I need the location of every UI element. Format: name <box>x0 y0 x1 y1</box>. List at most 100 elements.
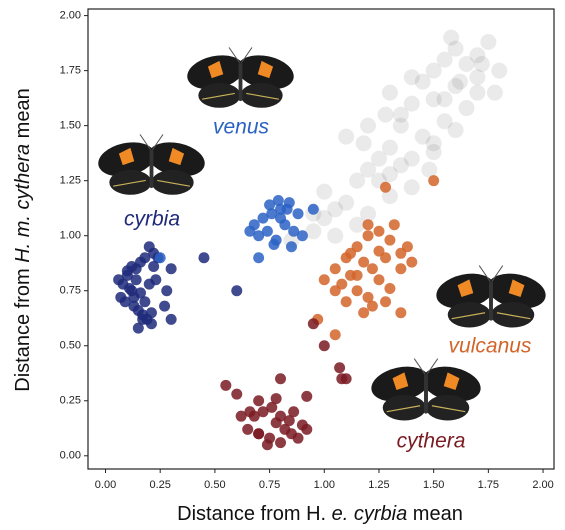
point <box>275 437 287 449</box>
point <box>285 241 297 253</box>
point <box>261 439 273 451</box>
point <box>132 322 144 334</box>
point <box>288 406 300 418</box>
point <box>165 313 177 325</box>
point <box>373 225 385 237</box>
point <box>366 300 378 312</box>
point <box>329 263 341 275</box>
point <box>358 256 370 268</box>
point <box>447 122 464 139</box>
point <box>380 296 392 308</box>
point <box>119 296 131 308</box>
point <box>268 239 280 251</box>
y-tick-label: 2.00 <box>60 10 81 22</box>
point <box>377 106 394 123</box>
point <box>414 128 431 145</box>
butterfly-cyrbia <box>94 133 209 196</box>
point <box>327 227 344 244</box>
point <box>403 179 420 196</box>
x-tick-label: 1.25 <box>368 479 389 491</box>
point <box>242 423 254 435</box>
point <box>257 212 269 224</box>
point <box>392 117 409 134</box>
point <box>159 300 171 312</box>
point <box>257 406 269 418</box>
point <box>244 406 256 418</box>
point <box>360 161 377 178</box>
point <box>253 428 265 440</box>
point <box>458 100 475 117</box>
point <box>384 283 396 295</box>
point <box>362 230 374 242</box>
point <box>425 91 442 108</box>
point <box>428 175 440 187</box>
point <box>395 263 407 275</box>
x-axis-label: Distance from H. e. cyrbia mean <box>177 503 463 525</box>
series-label: cyrbia <box>124 208 180 231</box>
point <box>329 285 341 297</box>
point <box>327 201 344 218</box>
point <box>436 51 453 68</box>
point <box>292 432 304 444</box>
point <box>161 285 173 297</box>
point <box>244 225 256 237</box>
point <box>338 194 355 211</box>
point <box>403 95 420 112</box>
point <box>403 69 420 86</box>
point <box>469 47 486 64</box>
point <box>272 194 284 206</box>
point <box>425 144 442 161</box>
x-tick-label: 0.50 <box>204 479 225 491</box>
point <box>275 410 287 422</box>
point <box>414 73 431 90</box>
point <box>264 199 276 211</box>
point <box>235 410 247 422</box>
point <box>447 78 464 95</box>
point <box>154 252 166 264</box>
point <box>266 401 278 413</box>
point <box>270 393 282 405</box>
series-label: cythera <box>397 430 466 453</box>
butterfly-cythera <box>367 357 485 422</box>
point <box>384 234 396 246</box>
point <box>395 307 407 319</box>
point <box>345 247 357 259</box>
x-tick-label: 1.00 <box>314 479 335 491</box>
point <box>165 263 177 275</box>
y-tick-label: 1.75 <box>60 65 81 77</box>
point <box>362 219 374 231</box>
point <box>318 274 330 286</box>
point <box>362 291 374 303</box>
point <box>355 135 372 152</box>
point <box>253 252 265 264</box>
point <box>126 261 138 273</box>
point <box>231 388 243 400</box>
point <box>388 219 400 231</box>
point <box>425 135 442 152</box>
point <box>145 318 157 330</box>
point <box>253 230 265 242</box>
point <box>351 269 363 281</box>
y-tick-label: 1.25 <box>60 175 81 187</box>
point <box>491 62 508 79</box>
point <box>145 307 157 319</box>
point <box>288 225 300 237</box>
x-tick-label: 1.50 <box>423 479 444 491</box>
point <box>338 128 355 145</box>
point <box>360 205 377 222</box>
point <box>137 313 149 325</box>
x-tick-label: 0.25 <box>149 479 170 491</box>
y-tick-label: 0.25 <box>60 395 81 407</box>
point <box>334 362 346 374</box>
point <box>220 379 232 391</box>
y-tick-label: 1.50 <box>60 120 81 132</box>
x-tick-label: 0.00 <box>95 479 116 491</box>
butterfly-vulcanus <box>432 264 550 329</box>
point <box>340 296 352 308</box>
point <box>370 150 387 167</box>
point <box>261 225 273 237</box>
point <box>275 212 287 224</box>
y-tick-label: 0.00 <box>60 450 81 462</box>
